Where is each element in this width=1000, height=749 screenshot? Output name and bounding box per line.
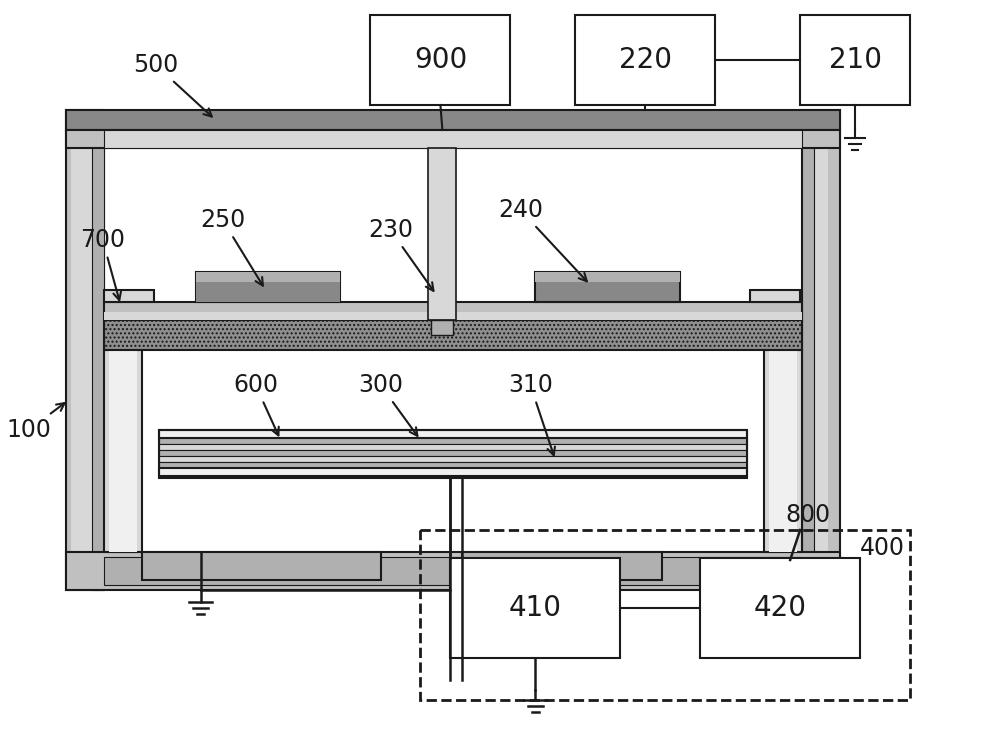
Bar: [66, 110, 104, 590]
Text: 900: 900: [414, 46, 467, 74]
Bar: [370, 15, 510, 105]
Bar: [159, 430, 747, 438]
Bar: [159, 462, 747, 468]
Text: 420: 420: [754, 594, 807, 622]
Bar: [750, 290, 800, 302]
Bar: [109, 350, 137, 552]
Bar: [769, 350, 797, 552]
Bar: [196, 272, 340, 302]
Bar: [66, 552, 840, 590]
Bar: [535, 272, 680, 302]
Text: 310: 310: [508, 373, 555, 455]
Bar: [802, 110, 814, 590]
Bar: [764, 350, 802, 552]
Text: 400: 400: [860, 536, 905, 560]
Bar: [104, 557, 802, 585]
Text: 600: 600: [233, 373, 279, 435]
Text: 300: 300: [358, 373, 417, 436]
Text: 250: 250: [200, 208, 263, 285]
Bar: [159, 438, 747, 444]
Bar: [700, 558, 860, 658]
Bar: [104, 320, 802, 350]
Bar: [142, 552, 381, 580]
Bar: [159, 450, 747, 456]
Bar: [104, 312, 802, 320]
Bar: [104, 130, 802, 148]
Bar: [104, 302, 802, 320]
Bar: [159, 456, 747, 462]
Bar: [71, 115, 94, 585]
Bar: [196, 282, 340, 302]
Text: 220: 220: [619, 46, 672, 74]
Bar: [800, 15, 910, 105]
Bar: [802, 110, 840, 590]
Bar: [450, 558, 620, 658]
Bar: [66, 110, 840, 130]
Text: 240: 240: [498, 198, 587, 282]
Bar: [462, 552, 662, 580]
Bar: [804, 115, 828, 585]
Text: 100: 100: [6, 403, 65, 442]
Text: 700: 700: [80, 228, 125, 300]
Bar: [66, 130, 840, 148]
Text: 410: 410: [509, 594, 562, 622]
Text: 500: 500: [133, 53, 212, 117]
Bar: [92, 110, 104, 590]
Bar: [428, 148, 456, 320]
Text: 800: 800: [785, 503, 830, 527]
Bar: [575, 15, 715, 105]
Text: 230: 230: [368, 218, 433, 291]
Bar: [420, 530, 910, 700]
Bar: [535, 272, 680, 282]
Bar: [159, 468, 747, 476]
Bar: [104, 290, 154, 302]
Bar: [431, 320, 453, 335]
Bar: [196, 272, 340, 282]
Bar: [104, 350, 142, 552]
Bar: [159, 430, 747, 478]
Text: 210: 210: [829, 46, 882, 74]
Bar: [159, 444, 747, 450]
